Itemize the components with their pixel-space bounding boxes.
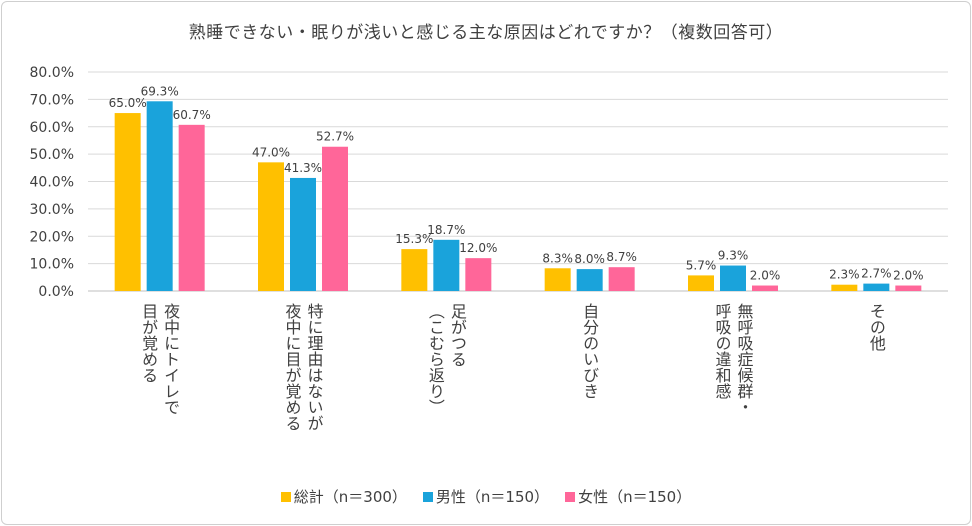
- data-label: 65.0%: [109, 96, 147, 110]
- y-tick-label: 0.0%: [38, 284, 74, 300]
- data-label: 47.0%: [252, 145, 290, 159]
- x-category-label: 呼吸の違和感: [713, 303, 732, 399]
- bar: [433, 239, 460, 291]
- bar: [688, 275, 714, 291]
- data-label: 8.0%: [574, 252, 605, 266]
- legend-swatch: [565, 491, 576, 502]
- data-label: 2.3%: [829, 268, 860, 282]
- x-category-label: 夜中にトイレで: [161, 303, 180, 415]
- legend-item: 男性（n＝150）: [422, 486, 550, 507]
- legend-item: 総計（n＝300）: [280, 486, 407, 507]
- chart-legend: 総計（n＝300） 男性（n＝150） 女性（n＝150）: [0, 486, 972, 507]
- y-tick-label: 40.0%: [30, 175, 74, 191]
- data-label: 12.0%: [459, 241, 497, 255]
- data-label: 2.0%: [893, 269, 924, 283]
- data-label: 2.7%: [861, 267, 892, 281]
- legend-swatch: [422, 491, 433, 502]
- bar: [290, 177, 316, 291]
- data-label: 41.3%: [284, 161, 322, 175]
- bar: [895, 285, 922, 291]
- bar: [322, 146, 348, 291]
- legend-item: 女性（n＝150）: [565, 486, 691, 507]
- y-tick-label: 20.0%: [30, 229, 74, 245]
- legend-label: 女性（n＝150）: [578, 488, 692, 506]
- bar: [401, 249, 428, 291]
- bar: [114, 113, 141, 291]
- bar: [146, 101, 173, 291]
- data-label: 15.3%: [395, 232, 433, 246]
- x-category-label: 夜中に目が覚める: [283, 303, 302, 431]
- legend-swatch: [280, 491, 291, 502]
- y-tick-label: 60.0%: [30, 120, 74, 136]
- data-label: 60.7%: [173, 108, 211, 122]
- legend-label: 男性（n＝150）: [435, 488, 550, 506]
- x-category-label: 自分のいびき: [580, 303, 599, 399]
- bar: [178, 124, 205, 292]
- y-tick-label: 30.0%: [30, 202, 74, 218]
- legend-label: 総計（n＝300）: [293, 488, 407, 506]
- bar: [720, 265, 746, 291]
- x-category-label: 特に理由はないが: [305, 303, 324, 431]
- bar: [465, 258, 492, 291]
- data-label: 69.3%: [141, 84, 179, 98]
- data-label: 9.3%: [718, 249, 749, 263]
- x-category-label: その他: [867, 303, 886, 352]
- chart-title: 熟睡できない・眠りが浅いと感じる主な原因はどれですか？（複数回答可）: [188, 23, 784, 43]
- bar: [544, 268, 571, 291]
- y-tick-label: 50.0%: [30, 147, 74, 163]
- data-label: 8.3%: [542, 251, 573, 265]
- x-category-label: 目が覚める: [139, 303, 158, 383]
- bar: [863, 283, 890, 291]
- bar: [831, 284, 858, 291]
- y-tick-label: 80.0%: [30, 65, 74, 81]
- x-category-label: （こむら返り）: [426, 303, 445, 415]
- bar: [752, 285, 778, 291]
- data-label: 5.7%: [686, 258, 717, 272]
- bar: [576, 269, 603, 291]
- bar: [258, 162, 284, 291]
- x-category-label: 無呼吸症候群・: [735, 303, 754, 415]
- data-label: 52.7%: [316, 130, 354, 144]
- bar: [608, 267, 635, 291]
- data-label: 18.7%: [427, 223, 465, 237]
- data-label: 8.7%: [606, 250, 637, 264]
- x-category-label: 足がつる: [448, 303, 467, 367]
- data-label: 2.0%: [750, 269, 781, 283]
- y-tick-label: 70.0%: [30, 92, 74, 108]
- y-tick-label: 10.0%: [30, 257, 74, 273]
